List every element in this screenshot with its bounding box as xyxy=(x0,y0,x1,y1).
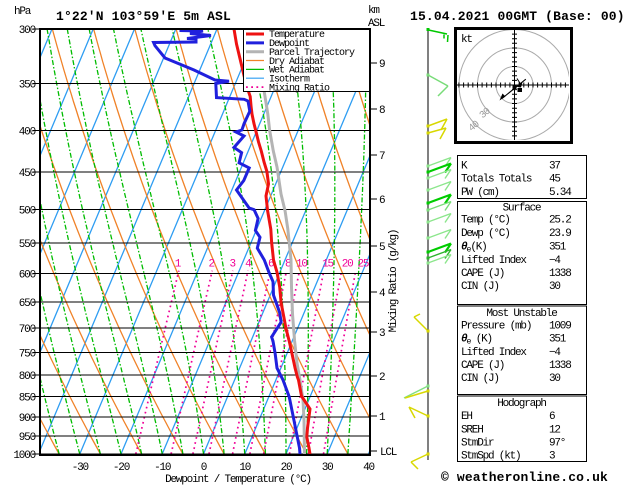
svg-text:6: 6 xyxy=(549,411,555,423)
svg-text:351: 351 xyxy=(549,242,567,254)
svg-text:10: 10 xyxy=(296,259,307,271)
svg-text:10: 10 xyxy=(239,462,250,474)
svg-text:30: 30 xyxy=(549,281,560,293)
svg-text:1009: 1009 xyxy=(549,321,571,333)
svg-text:1°22'N 103°59'E 5m ASL: 1°22'N 103°59'E 5m ASL xyxy=(56,9,231,24)
svg-text:Surface: Surface xyxy=(503,203,541,215)
svg-text:5.34: 5.34 xyxy=(549,187,572,199)
svg-text:Mixing Ratio (g/kg): Mixing Ratio (g/kg) xyxy=(388,230,400,333)
svg-text:-10: -10 xyxy=(154,462,171,474)
svg-text:12: 12 xyxy=(549,425,560,437)
svg-text:−4: −4 xyxy=(549,255,561,267)
svg-text:4: 4 xyxy=(245,259,252,271)
svg-text:Dry Adiabat: Dry Adiabat xyxy=(269,56,324,68)
svg-text:CIN (J): CIN (J) xyxy=(461,373,499,385)
svg-text:350: 350 xyxy=(19,79,36,91)
svg-text:25.2: 25.2 xyxy=(549,215,571,227)
svg-text:StmDir: StmDir xyxy=(461,438,494,450)
svg-text:PW (cm): PW (cm) xyxy=(461,187,499,199)
svg-text:Mixing Ratio: Mixing Ratio xyxy=(269,82,330,94)
svg-text:Dewp (°C): Dewp (°C) xyxy=(461,228,510,240)
svg-text:850: 850 xyxy=(19,393,36,405)
svg-text:Most Unstable: Most Unstable xyxy=(486,308,557,320)
svg-text:Isotherm: Isotherm xyxy=(269,74,310,86)
svg-text:15: 15 xyxy=(322,259,333,271)
svg-text:45: 45 xyxy=(549,174,560,186)
svg-text:Parcel Trajectory: Parcel Trajectory xyxy=(269,47,355,59)
svg-text:1000: 1000 xyxy=(13,450,35,462)
svg-text:Lifted Index: Lifted Index xyxy=(461,347,527,359)
svg-text:LCL: LCL xyxy=(380,447,397,459)
svg-text:ASL: ASL xyxy=(368,18,385,30)
svg-text:600: 600 xyxy=(19,270,36,282)
svg-text:Dewpoint: Dewpoint xyxy=(269,38,309,50)
svg-text:15.04.2021 00GMT (Base: 00): 15.04.2021 00GMT (Base: 00) xyxy=(410,9,625,24)
svg-text:θe(K): θe(K) xyxy=(461,242,487,255)
svg-text:20: 20 xyxy=(342,259,353,271)
svg-text:1: 1 xyxy=(175,259,182,271)
svg-text:5: 5 xyxy=(379,242,385,254)
svg-text:30: 30 xyxy=(549,373,560,385)
svg-text:K: K xyxy=(461,161,468,173)
svg-text:950: 950 xyxy=(19,432,36,444)
svg-text:800: 800 xyxy=(19,371,36,383)
svg-text:2: 2 xyxy=(208,259,214,271)
svg-text:500: 500 xyxy=(19,205,36,217)
svg-text:Temperature: Temperature xyxy=(269,30,325,41)
svg-text:hPa: hPa xyxy=(14,6,32,18)
svg-text:20: 20 xyxy=(281,462,292,474)
svg-text:Wet Adiabat: Wet Adiabat xyxy=(269,65,324,77)
svg-text:23.9: 23.9 xyxy=(549,228,571,240)
svg-text:300: 300 xyxy=(19,25,36,37)
svg-text:7: 7 xyxy=(379,151,385,163)
svg-text:1338: 1338 xyxy=(549,268,571,280)
svg-text:Totals Totals: Totals Totals xyxy=(461,174,532,186)
svg-text:CAPE (J): CAPE (J) xyxy=(461,268,504,280)
svg-text:8: 8 xyxy=(285,259,291,271)
svg-text:6: 6 xyxy=(379,195,385,207)
svg-text:3: 3 xyxy=(379,328,385,340)
svg-text:25: 25 xyxy=(357,259,368,271)
svg-text:450: 450 xyxy=(19,168,36,180)
svg-text:−4: −4 xyxy=(549,347,561,359)
svg-text:650: 650 xyxy=(19,298,36,310)
svg-text:CIN (J): CIN (J) xyxy=(461,281,499,293)
svg-text:3: 3 xyxy=(229,259,235,271)
svg-text:40: 40 xyxy=(363,462,374,474)
svg-text:© weatheronline.co.uk: © weatheronline.co.uk xyxy=(441,470,608,485)
svg-text:EH: EH xyxy=(461,411,472,423)
svg-text:θe (K): θe (K) xyxy=(461,334,492,347)
svg-text:1338: 1338 xyxy=(549,360,571,372)
svg-text:8: 8 xyxy=(379,105,385,117)
svg-text:1: 1 xyxy=(379,412,386,424)
svg-text:9: 9 xyxy=(379,59,385,71)
svg-text:Dewpoint / Temperature (°C): Dewpoint / Temperature (°C) xyxy=(165,474,311,486)
svg-text:550: 550 xyxy=(19,239,36,251)
svg-text:Lifted Index: Lifted Index xyxy=(461,255,527,267)
svg-text:37: 37 xyxy=(549,161,560,173)
svg-text:4: 4 xyxy=(379,288,386,300)
svg-text:Pressure (mb): Pressure (mb) xyxy=(461,321,531,333)
svg-text:400: 400 xyxy=(19,127,36,139)
svg-text:CAPE (J): CAPE (J) xyxy=(461,360,504,372)
svg-text:Hodograph: Hodograph xyxy=(497,398,546,410)
svg-text:-20: -20 xyxy=(113,462,130,474)
svg-text:km: km xyxy=(368,5,380,17)
svg-text:2: 2 xyxy=(379,372,385,384)
svg-text:Temp (°C): Temp (°C) xyxy=(461,215,510,227)
svg-text:-30: -30 xyxy=(72,462,89,474)
svg-text:700: 700 xyxy=(19,324,36,336)
svg-text:900: 900 xyxy=(19,413,36,425)
svg-text:6: 6 xyxy=(268,259,274,271)
svg-text:3: 3 xyxy=(549,451,555,463)
svg-text:30: 30 xyxy=(322,462,333,474)
svg-text:97°: 97° xyxy=(549,438,565,450)
svg-text:SREH: SREH xyxy=(461,425,483,437)
svg-text:kt: kt xyxy=(461,34,472,46)
svg-text:351: 351 xyxy=(549,334,567,346)
svg-text:StmSpd (kt): StmSpd (kt) xyxy=(461,451,520,463)
svg-text:750: 750 xyxy=(19,348,36,360)
svg-text:0: 0 xyxy=(201,462,207,474)
